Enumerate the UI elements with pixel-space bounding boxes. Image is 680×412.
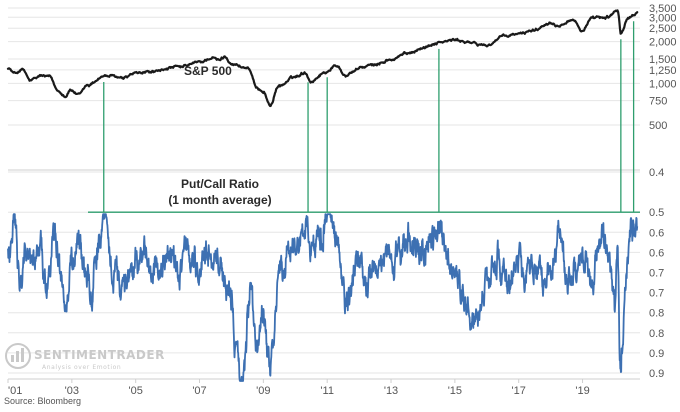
put-call-y-tick-label: 0.9 <box>649 368 664 380</box>
sp500-y-tick-label: 1,250 <box>649 65 677 77</box>
sp500-y-tick-label: 3,000 <box>649 12 677 24</box>
x-tick-label: '09 <box>256 385 270 397</box>
put-call-y-tick-label: 0.5 <box>649 207 664 219</box>
watermark-logo: SENTIMENTRADER Analysis over Emotion <box>5 343 165 371</box>
sp500-y-tick-label: 1,500 <box>649 54 677 66</box>
x-tick-label: '13 <box>384 385 398 397</box>
watermark-bar-icon-3 <box>21 348 24 362</box>
watermark-tagline: Analysis over Emotion <box>42 364 121 371</box>
put-call-title: Put/Call Ratio <box>181 177 259 191</box>
sp500-title: S&P 500 <box>184 64 232 78</box>
sp500-line <box>6 9 639 108</box>
put-call-subtitle: (1 month average) <box>168 193 271 207</box>
watermark-bar-icon <box>11 355 14 362</box>
sp500-y-tick-label: 750 <box>649 96 667 108</box>
x-tick-label: '03 <box>65 385 79 397</box>
put-call-y-tick-label: 0.8 <box>649 308 664 320</box>
x-axis-ticks: '01 '03 '05 '07 '09 '11 '13 '15 '17 '19 <box>7 379 590 397</box>
x-tick-label: '05 <box>129 385 143 397</box>
put-call-line <box>7 213 639 382</box>
put-call-y-tick-label: 0.8 <box>649 328 664 340</box>
source-note: Source: Bloomberg <box>4 396 81 406</box>
put-call-y-tick-label: 0.7 <box>649 268 664 280</box>
gridlines <box>8 7 640 380</box>
x-tick-label: '15 <box>448 385 462 397</box>
x-tick-label: '17 <box>512 385 526 397</box>
sp500-y-tick-label: 500 <box>649 120 667 132</box>
signal-lines <box>103 21 635 213</box>
sp500-y-tick-label: 2,000 <box>649 37 677 49</box>
x-tick-label: '11 <box>320 385 334 397</box>
x-tick-label: '01 <box>8 385 22 397</box>
watermark-name: SENTIMENTRADER <box>34 348 165 362</box>
x-tick-label: '07 <box>192 385 206 397</box>
sp500-y-tick-label: 1,000 <box>649 78 677 90</box>
sp500-y-tick-label: 2,500 <box>649 23 677 35</box>
sp500-y-tick-label: 3,500 <box>649 3 677 15</box>
put-call-y-tick-label: 0.7 <box>649 288 664 300</box>
put-call-y-tick-label: 0.6 <box>649 247 664 259</box>
put-call-y-tick-label: 0.4 <box>649 167 664 179</box>
x-tick-label: '19 <box>575 385 589 397</box>
put-call-y-tick-label: 0.6 <box>649 227 664 239</box>
watermark-bar-icon-2 <box>16 351 19 362</box>
put-call-y-tick-label: 0.9 <box>649 348 664 360</box>
watermark-circle-icon <box>5 343 31 369</box>
